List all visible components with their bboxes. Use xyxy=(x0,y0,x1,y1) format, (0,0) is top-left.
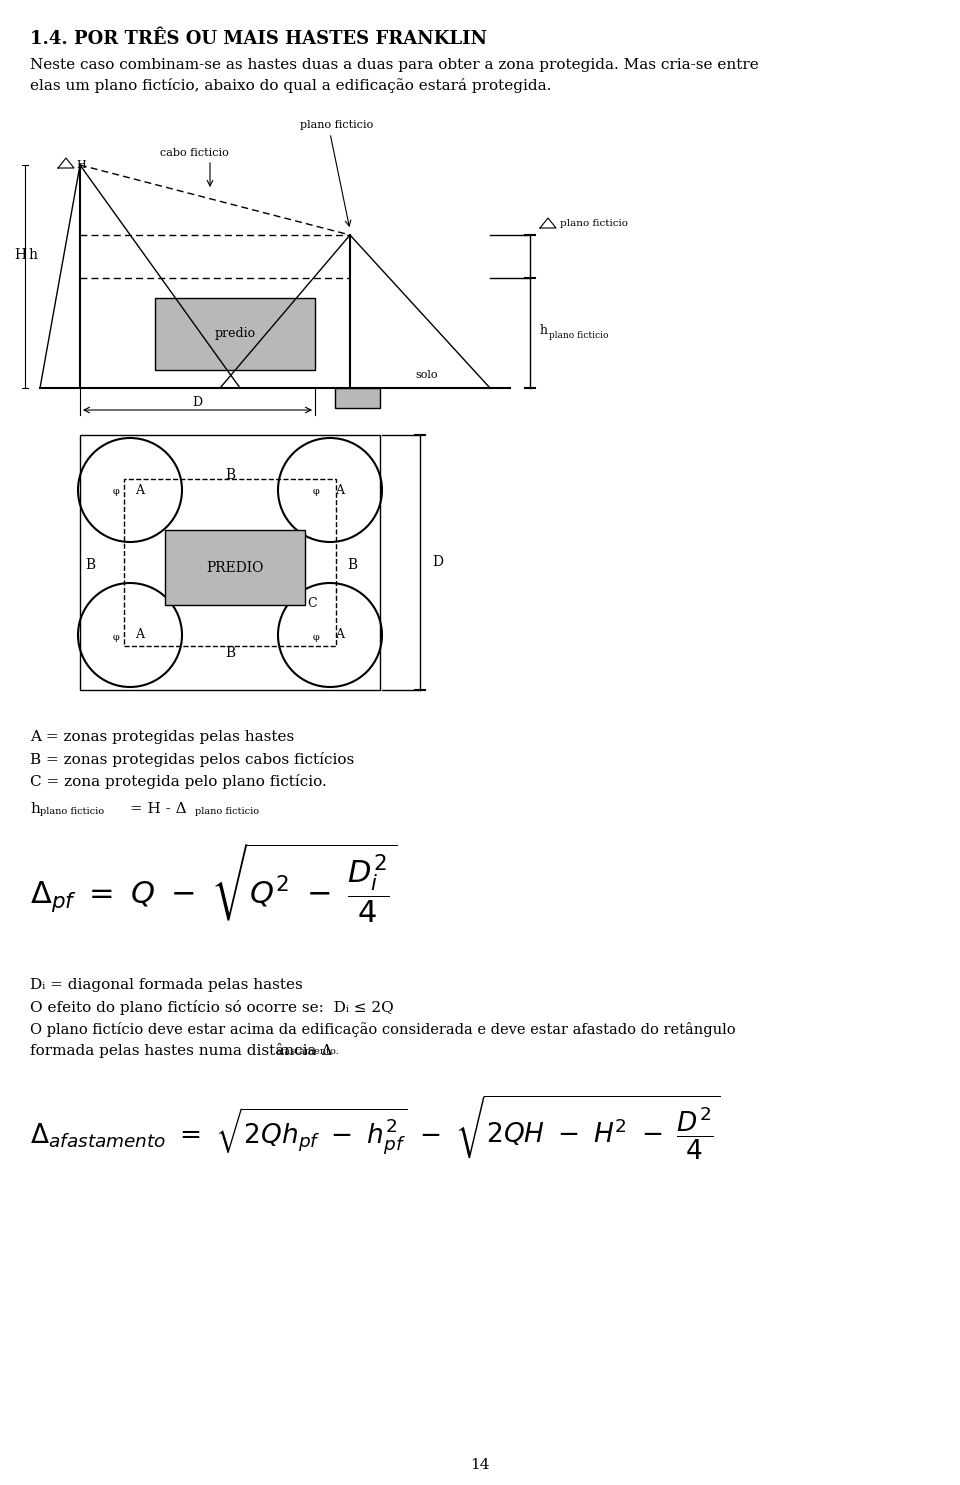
Text: plano ficticio: plano ficticio xyxy=(560,218,628,227)
Text: predio: predio xyxy=(214,328,255,340)
Text: Neste caso combinam-se as hastes duas a duas para obter a zona protegida. Mas cr: Neste caso combinam-se as hastes duas a … xyxy=(30,58,758,71)
Text: H: H xyxy=(14,248,26,261)
Text: O plano fictício deve estar acima da edificação considerada e deve estar afastad: O plano fictício deve estar acima da edi… xyxy=(30,1022,735,1037)
Text: B: B xyxy=(225,468,235,483)
Text: plano ficticio: plano ficticio xyxy=(195,806,259,815)
Text: plano ficticio: plano ficticio xyxy=(300,120,373,131)
Text: B = zonas protegidas pelos cabos fictícios: B = zonas protegidas pelos cabos fictíci… xyxy=(30,751,354,766)
Text: Dᵢ = diagonal formada pelas hastes: Dᵢ = diagonal formada pelas hastes xyxy=(30,979,302,992)
Text: A = zonas protegidas pelas hastes: A = zonas protegidas pelas hastes xyxy=(30,731,295,744)
Text: φ: φ xyxy=(112,633,119,642)
Text: h: h xyxy=(540,324,548,337)
Text: B: B xyxy=(225,646,235,659)
Text: D: D xyxy=(432,555,443,570)
Text: B: B xyxy=(347,558,357,572)
Bar xyxy=(335,388,380,408)
Text: h: h xyxy=(29,248,37,261)
Text: 14: 14 xyxy=(470,1458,490,1472)
Text: φ: φ xyxy=(112,487,119,496)
Text: h: h xyxy=(30,802,40,815)
Text: D: D xyxy=(192,396,203,410)
Text: A: A xyxy=(135,628,144,642)
Bar xyxy=(165,530,305,604)
Text: plano ficticio: plano ficticio xyxy=(549,331,609,340)
Text: O efeito do plano fictício só ocorre se:  Dᵢ ≤ 2Q: O efeito do plano fictício só ocorre se:… xyxy=(30,999,394,1016)
Text: cabo ficticio: cabo ficticio xyxy=(160,148,228,157)
Text: $\Delta_{afastamento}\ =\ \sqrt{2Qh_{pf}\ -\ h_{pf}^2}\ -\ \sqrt{2QH\ -\ H^2\ -\: $\Delta_{afastamento}\ =\ \sqrt{2Qh_{pf}… xyxy=(30,1094,720,1163)
Bar xyxy=(80,435,380,691)
Text: 1.4. POR TRÊS OU MAIS HASTES FRANKLIN: 1.4. POR TRÊS OU MAIS HASTES FRANKLIN xyxy=(30,30,487,48)
Text: $\Delta_{pf}\ =\ Q\ -\ \sqrt{Q^2\ -\ \dfrac{D_i^2}{4}}$: $\Delta_{pf}\ =\ Q\ -\ \sqrt{Q^2\ -\ \df… xyxy=(30,841,397,925)
Text: φ: φ xyxy=(313,633,320,642)
Text: A: A xyxy=(335,628,344,642)
Text: PREDIO: PREDIO xyxy=(206,560,264,575)
Text: B: B xyxy=(84,558,95,572)
Text: elas um plano fictício, abaixo do qual a edificação estará protegida.: elas um plano fictício, abaixo do qual a… xyxy=(30,79,551,94)
Text: φ: φ xyxy=(313,487,320,496)
Bar xyxy=(124,480,336,646)
Text: = H - Δ: = H - Δ xyxy=(125,802,186,815)
Text: C = zona protegida pelo plano fictício.: C = zona protegida pelo plano fictício. xyxy=(30,774,326,789)
Text: H: H xyxy=(76,160,85,169)
Text: A: A xyxy=(135,484,144,496)
Text: A: A xyxy=(335,484,344,496)
Text: afastamento.: afastamento. xyxy=(276,1047,340,1056)
Text: plano ficticio: plano ficticio xyxy=(40,806,104,815)
Text: formada pelas hastes numa distância Δ: formada pelas hastes numa distância Δ xyxy=(30,1042,332,1057)
Text: C: C xyxy=(307,597,317,610)
Text: solo: solo xyxy=(415,370,438,380)
Bar xyxy=(155,298,315,370)
